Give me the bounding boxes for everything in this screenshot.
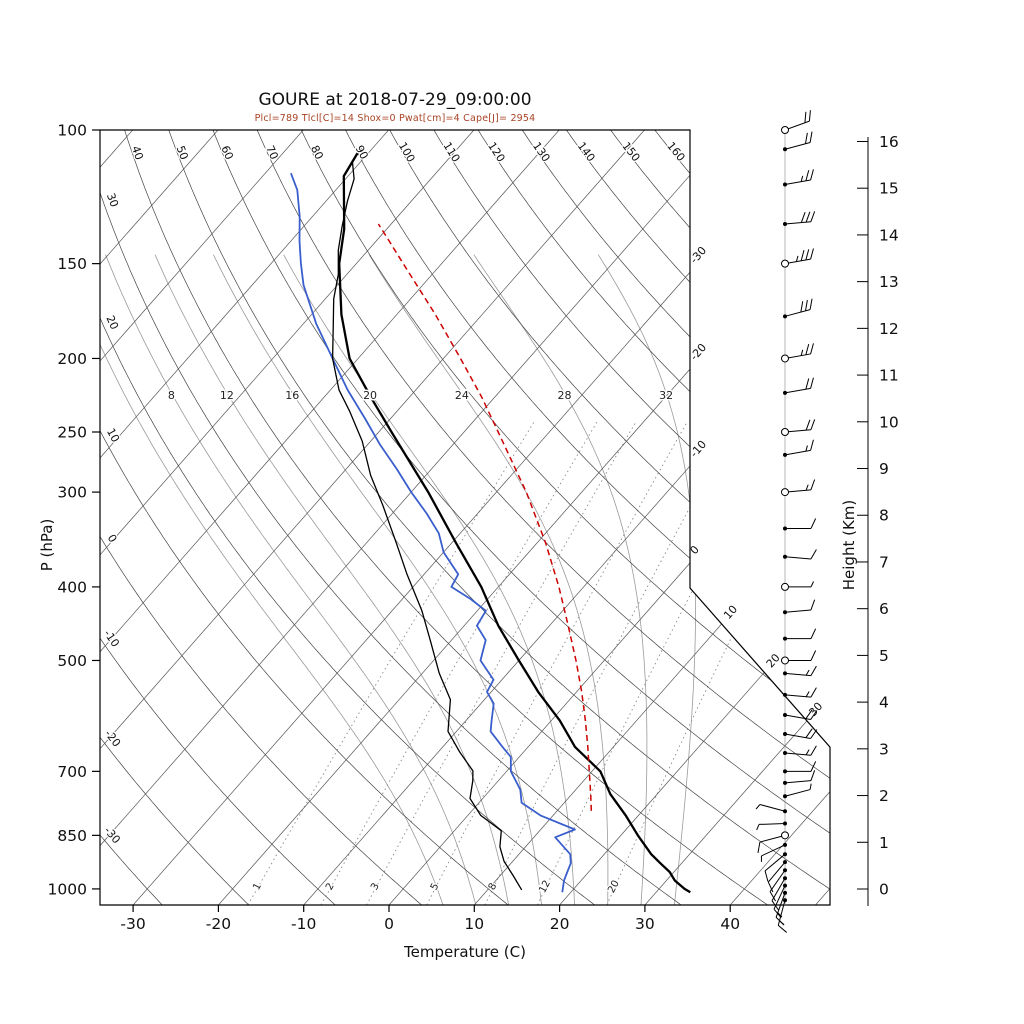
- svg-text:400: 400: [57, 578, 87, 596]
- svg-text:20: 20: [764, 651, 783, 670]
- svg-text:0: 0: [105, 532, 120, 545]
- svg-text:12: 12: [879, 320, 899, 338]
- svg-text:32: 32: [659, 389, 673, 402]
- svg-text:30: 30: [635, 915, 655, 933]
- svg-text:24: 24: [455, 389, 469, 402]
- svg-text:11: 11: [879, 367, 899, 385]
- svg-text:16: 16: [285, 389, 299, 402]
- svg-text:850: 850: [57, 827, 87, 845]
- svg-text:20: 20: [606, 879, 622, 895]
- svg-text:4: 4: [879, 694, 889, 712]
- svg-text:0: 0: [384, 915, 394, 933]
- svg-text:-20: -20: [687, 341, 709, 363]
- svg-text:130: 130: [530, 140, 553, 165]
- svg-text:80: 80: [308, 143, 326, 161]
- svg-text:14: 14: [879, 226, 899, 244]
- svg-text:100: 100: [57, 122, 87, 140]
- chart-title: GOURE at 2018-07-29_09:00:00: [258, 90, 532, 110]
- svg-text:-30: -30: [101, 824, 123, 846]
- svg-text:-10: -10: [688, 438, 710, 460]
- temperature-curve: [338, 145, 691, 894]
- svg-text:-30: -30: [120, 915, 145, 933]
- svg-text:1: 1: [251, 881, 264, 892]
- x-axis-title: Temperature (C): [404, 943, 526, 961]
- svg-text:200: 200: [57, 350, 87, 368]
- svg-text:13: 13: [879, 273, 899, 291]
- svg-text:7: 7: [879, 553, 889, 571]
- svg-text:100: 100: [396, 140, 418, 165]
- svg-text:40: 40: [129, 144, 146, 161]
- svg-text:60: 60: [218, 144, 235, 162]
- svg-text:2: 2: [879, 787, 889, 805]
- svg-text:10: 10: [879, 413, 899, 431]
- svg-text:110: 110: [440, 140, 462, 165]
- svg-text:700: 700: [57, 763, 87, 781]
- sounding-curves: [290, 145, 691, 894]
- mixing-ratio-lines: [247, 421, 830, 905]
- svg-text:40: 40: [720, 915, 740, 933]
- svg-text:20: 20: [103, 314, 121, 332]
- svg-text:15: 15: [879, 180, 899, 198]
- svg-text:250: 250: [57, 424, 87, 442]
- svg-text:300: 300: [57, 484, 87, 502]
- svg-text:-10: -10: [291, 915, 316, 933]
- svg-text:8: 8: [168, 389, 175, 402]
- svg-text:30: 30: [806, 700, 825, 719]
- svg-text:16: 16: [879, 133, 899, 151]
- axes-ticks-and-labels: -30 -20 -10 0 10 20 30 401001502002503004005007…: [48, 122, 741, 934]
- svg-text:20: 20: [363, 389, 377, 402]
- svg-text:1: 1: [879, 834, 889, 852]
- isotherm-lines: [100, 130, 830, 905]
- sounding-indices-line: Plcl=789 Tlcl[C]=14 Shox=0 Pwat[cm]=4 Ca…: [254, 113, 536, 124]
- svg-text:150: 150: [57, 255, 87, 273]
- svg-text:12: 12: [220, 389, 234, 402]
- svg-text:3: 3: [879, 740, 889, 758]
- plot-border: [99, 129, 831, 906]
- svg-text:8: 8: [487, 881, 500, 892]
- svg-text:2: 2: [324, 881, 337, 892]
- svg-text:28: 28: [558, 389, 572, 402]
- svg-text:120: 120: [485, 140, 507, 165]
- svg-text:6: 6: [879, 600, 889, 618]
- y-axis-title-pressure: P (hPa): [38, 518, 56, 572]
- moist-adiabat-lines: [100, 254, 696, 905]
- svg-text:500: 500: [57, 652, 87, 670]
- svg-text:50: 50: [174, 144, 191, 162]
- svg-text:10: 10: [721, 603, 740, 622]
- svg-text:5: 5: [879, 647, 889, 665]
- svg-text:9: 9: [879, 460, 889, 478]
- svg-text:30: 30: [104, 191, 121, 209]
- svg-text:150: 150: [619, 140, 642, 165]
- svg-text:1000: 1000: [48, 880, 87, 898]
- svg-text:10: 10: [104, 426, 122, 444]
- svg-text:-20: -20: [206, 915, 231, 933]
- wind-barb-column: [755, 110, 818, 933]
- svg-text:10: 10: [464, 915, 484, 933]
- aux-profile-curve: [331, 161, 523, 891]
- svg-text:-20: -20: [102, 727, 123, 749]
- dewpoint-curve: [290, 172, 576, 893]
- svg-text:3: 3: [369, 881, 382, 892]
- svg-text:-30: -30: [687, 244, 709, 266]
- grid-line-labels: 1 2 3 5 8 12 208 12 16 20 24 28 32-30-20-10010203040…: [100, 138, 826, 896]
- y-axis-title-height: Height (Km): [840, 499, 858, 591]
- svg-text:20: 20: [550, 915, 570, 933]
- dry-adiabat-lines: [100, 130, 830, 905]
- svg-text:8: 8: [879, 507, 889, 525]
- svg-text:140: 140: [575, 140, 598, 165]
- svg-text:160: 160: [664, 140, 687, 165]
- svg-text:0: 0: [879, 881, 889, 899]
